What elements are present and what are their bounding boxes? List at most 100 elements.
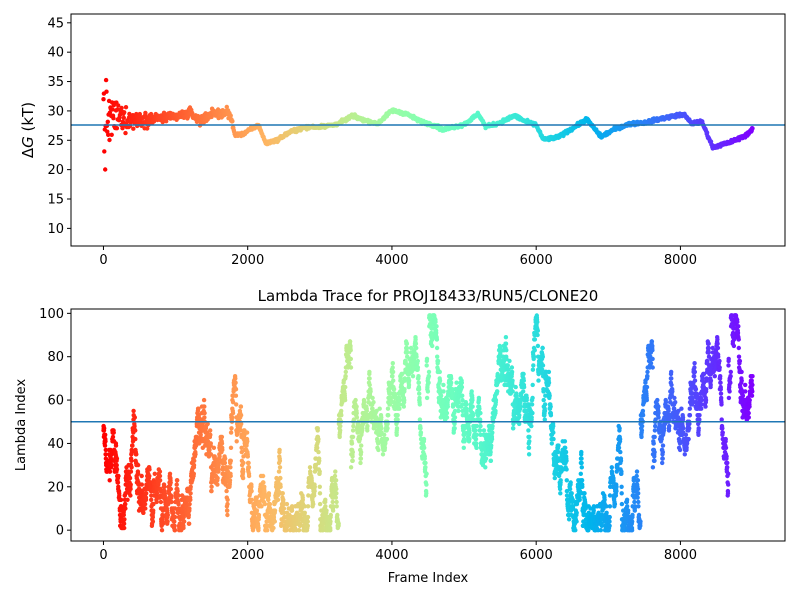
lambda-point <box>535 319 540 325</box>
lambda-point <box>598 528 603 533</box>
lambda-point <box>150 514 155 520</box>
lambda-point <box>315 426 320 431</box>
delta-g-point <box>107 110 113 115</box>
lambda-point <box>379 415 384 420</box>
lambda-point <box>404 341 409 346</box>
lambda-point <box>116 473 121 479</box>
delta-g-point <box>143 110 148 116</box>
lambda-point <box>470 413 476 418</box>
lambda-point <box>228 458 233 463</box>
lambda-point <box>473 428 478 433</box>
delta-g-point <box>106 132 111 137</box>
lambda-point <box>380 452 386 457</box>
lambda-point <box>350 454 355 459</box>
delta-g-point <box>102 149 107 154</box>
lambda-point <box>558 491 563 496</box>
delta-g-point <box>123 130 128 136</box>
delta-g-point <box>230 119 235 124</box>
delta-g-point <box>104 89 109 94</box>
lambda-point <box>222 456 228 461</box>
lambda-point <box>503 341 509 346</box>
lambda-point <box>198 432 203 437</box>
delta-g-ytick-label-3: 25 <box>47 134 64 149</box>
delta-g-point <box>137 111 142 117</box>
lambda-point <box>564 458 569 463</box>
lambda-point <box>128 469 134 474</box>
delta-g-ytick-label-2: 20 <box>47 163 64 178</box>
lambda-point <box>208 441 213 446</box>
lambda-point <box>306 493 311 498</box>
lambda-point <box>114 456 120 461</box>
lambda-point <box>414 354 419 359</box>
lambda-point <box>149 497 154 502</box>
delta-g-ytick-label-1: 15 <box>47 193 64 208</box>
lambda-point <box>219 441 225 446</box>
lambda-point <box>481 428 487 433</box>
lambda-point <box>424 395 430 401</box>
lambda-point <box>530 395 535 401</box>
lambda-point <box>289 508 295 513</box>
lambda-point <box>359 443 364 448</box>
lambda-point <box>562 439 568 444</box>
lambda-point <box>116 484 121 489</box>
lambda-point <box>444 415 450 420</box>
lambda-point <box>521 384 527 390</box>
lambda-point <box>233 393 239 398</box>
lambda-point <box>435 358 441 364</box>
lambda-point <box>376 447 381 453</box>
lambda-point <box>265 528 270 533</box>
lambda-point <box>493 408 498 414</box>
lambda-point <box>172 523 177 528</box>
delta-g-point <box>116 103 121 108</box>
lambda-point <box>449 376 454 381</box>
delta-g-xtick-label-4: 8000 <box>664 253 697 268</box>
lambda-point <box>586 528 591 533</box>
lambda-point <box>424 356 430 362</box>
delta-g-point <box>122 110 127 115</box>
lambda-point <box>470 397 475 403</box>
lambda-point <box>323 497 328 502</box>
lambda-point <box>384 436 390 442</box>
lambda-point <box>473 436 479 442</box>
lambda-point <box>144 491 149 496</box>
lambda-point <box>348 465 354 470</box>
lambda-point <box>444 410 450 416</box>
lambda-point <box>467 430 472 435</box>
lambda-point <box>434 345 440 351</box>
lambda-point <box>202 410 207 416</box>
lambda-point <box>349 441 355 446</box>
lambda-point <box>123 501 128 507</box>
delta-g-point <box>209 114 214 120</box>
lambda-point <box>454 380 459 385</box>
lambda-point <box>527 439 532 444</box>
lambda-point <box>531 354 537 359</box>
lambda-point <box>547 393 552 398</box>
lambda-point <box>281 497 286 502</box>
lambda-point <box>102 443 108 448</box>
lambda-point <box>353 397 358 403</box>
lambda-point <box>424 482 429 487</box>
delta-g-xtick-label-1: 2000 <box>231 253 264 268</box>
lambda-chart-title: Lambda Trace for PROJ18433/RUN5/CLONE20 <box>258 287 599 305</box>
lambda-point <box>490 430 495 435</box>
lambda-point <box>368 389 373 394</box>
lambda-point <box>390 374 395 379</box>
lambda-point <box>418 430 424 435</box>
lambda-point <box>404 345 410 351</box>
lambda-point <box>191 462 197 468</box>
lambda-point <box>175 478 180 483</box>
lambda-point <box>513 384 518 390</box>
lambda-point <box>284 501 290 507</box>
delta-g-point <box>105 119 111 125</box>
lambda-point <box>328 512 333 518</box>
lambda-point <box>426 380 431 385</box>
lambda-point <box>441 389 446 394</box>
lambda-point <box>312 488 317 494</box>
lambda-point <box>167 471 173 476</box>
lambda-point <box>558 478 563 483</box>
lambda-point <box>328 519 333 524</box>
lambda-point <box>333 495 338 500</box>
lambda-point <box>305 523 310 528</box>
delta-g-ytick-label-5: 35 <box>47 75 64 90</box>
lambda-point <box>518 404 523 409</box>
